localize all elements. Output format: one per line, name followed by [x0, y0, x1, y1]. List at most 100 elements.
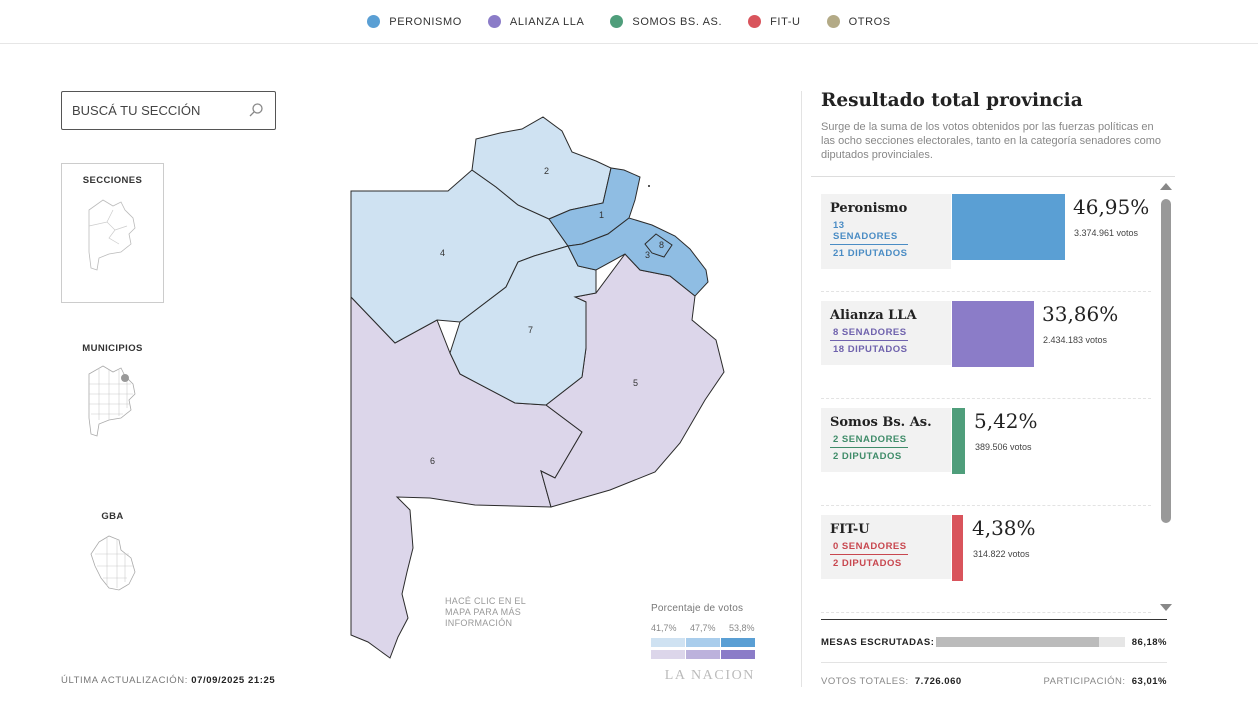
- result-bar: [952, 515, 963, 581]
- scale-tick: 53,8%: [729, 623, 755, 633]
- map-label-5: 5: [633, 378, 638, 388]
- result-row-alianza-lla[interactable]: Alianza LLA 8 SENADORES 18 DIPUTADOS 33,…: [821, 292, 1151, 399]
- legend-dot: [748, 15, 762, 28]
- result-row-peronismo[interactable]: Peronismo 13 SENADORES 21 DIPUTADOS 46,9…: [821, 185, 1151, 292]
- map-island-dot: [648, 185, 650, 187]
- totals-label: VOTOS TOTALES:: [821, 676, 909, 687]
- legend-item-otros[interactable]: OTROS: [826, 15, 891, 28]
- municipios-thumbnail-icon: [88, 365, 135, 437]
- search-icon[interactable]: [248, 102, 264, 118]
- mesas-value: 86,18%: [1131, 637, 1167, 648]
- section-search: [61, 91, 276, 130]
- view-label: GBA: [101, 511, 124, 522]
- diputados-count: 2 DIPUTADOS: [833, 558, 902, 569]
- legend-label: ALIANZA LLA: [509, 15, 585, 28]
- map-label-1: 1: [599, 210, 604, 220]
- participacion: PARTICIPACIÓN: 63,01%: [1044, 676, 1167, 687]
- result-bar: [952, 194, 1065, 260]
- map-label-3: 3: [645, 250, 650, 260]
- map-label-7: 7: [528, 325, 533, 335]
- mesas-label: MESAS ESCRUTADAS:: [821, 637, 935, 648]
- secciones-thumbnail-icon: [88, 199, 135, 271]
- results-scrollbar[interactable]: [1158, 181, 1174, 615]
- search-input[interactable]: [72, 103, 242, 118]
- map-hint: HACÉ CLIC EN EL MAPA PARA MÁS INFORMACIÓ…: [445, 596, 526, 628]
- scroll-up-arrow-icon[interactable]: [1160, 183, 1172, 190]
- legend-item-fitu[interactable]: FIT-U: [748, 15, 801, 28]
- senadores-count: 2 SENADORES: [830, 431, 908, 448]
- scroll-down-arrow-icon[interactable]: [1160, 604, 1172, 611]
- party-name: FIT-U: [830, 522, 870, 537]
- senadores-count: 13 SENADORES: [830, 217, 908, 245]
- scale-step: [721, 638, 755, 647]
- party-card: FIT-U 0 SENADORES 2 DIPUTADOS: [821, 515, 951, 579]
- legend-item-peronismo[interactable]: PERONISMO: [367, 15, 462, 28]
- legend-dot: [610, 15, 624, 28]
- party-name: Alianza LLA: [830, 308, 917, 323]
- map-label-8: 8: [659, 240, 664, 250]
- scale-step: [721, 650, 755, 659]
- view-label: SECCIONES: [82, 175, 143, 186]
- result-votes: 2.434.183 votos: [1043, 335, 1108, 345]
- scale-ticks: 41,7% 47,7% 53,8%: [651, 623, 755, 635]
- vote-percentage-scale: Porcentaje de votos 41,7% 47,7% 53,8% LA…: [651, 603, 755, 684]
- result-percentage: 5,42%: [974, 409, 1038, 433]
- senadores-count: 0 SENADORES: [830, 538, 908, 555]
- map-label-2: 2: [544, 166, 549, 176]
- party-card: Somos Bs. As. 2 SENADORES 2 DIPUTADOS: [821, 408, 951, 472]
- map-section-7[interactable]: [449, 245, 597, 406]
- result-votes: 314.822 votos: [973, 549, 1030, 559]
- last-update-label: ÚLTIMA ACTUALIZACIÓN:: [61, 675, 188, 686]
- diputados-count: 21 DIPUTADOS: [833, 248, 908, 259]
- last-update-value: 07/09/2025 21:25: [191, 675, 276, 686]
- map-section-2[interactable]: [471, 116, 612, 220]
- panel-divider: [801, 91, 802, 687]
- result-percentage: 4,38%: [972, 516, 1036, 540]
- legend-dot: [826, 15, 840, 28]
- scale-step: [651, 638, 685, 647]
- participacion-label: PARTICIPACIÓN:: [1043, 676, 1126, 687]
- legend-label: FIT-U: [770, 15, 801, 28]
- map-label-6: 6: [430, 456, 435, 466]
- scale-title: Porcentaje de votos: [651, 603, 744, 614]
- brand-logo: LA NACION: [664, 668, 755, 683]
- participacion-value: 63,01%: [1131, 676, 1167, 687]
- scale-step: [686, 650, 720, 659]
- legend-item-alianza-lla[interactable]: ALIANZA LLA: [487, 15, 585, 28]
- view-municipios[interactable]: MUNICIPIOS: [61, 332, 164, 440]
- mesas-rule: [821, 619, 1167, 620]
- scale-row-purple: [651, 650, 755, 659]
- result-percentage: 46,95%: [1073, 195, 1150, 219]
- totals-value: 7.726.060: [914, 676, 962, 687]
- legend-dot: [487, 15, 501, 28]
- votos-totales: VOTOS TOTALES: 7.726.060: [821, 676, 962, 687]
- party-legend: PERONISMO ALIANZA LLA SOMOS BS. AS. FIT-…: [0, 0, 1258, 44]
- result-votes: 3.374.961 votos: [1074, 228, 1139, 238]
- map-label-4: 4: [440, 248, 445, 258]
- legend-label: OTROS: [848, 15, 891, 28]
- diputados-count: 2 DIPUTADOS: [833, 451, 902, 462]
- senadores-count: 8 SENADORES: [830, 324, 908, 341]
- view-gba[interactable]: GBA: [61, 500, 164, 596]
- result-row-fitu[interactable]: FIT-U 0 SENADORES 2 DIPUTADOS 4,38% 314.…: [821, 506, 1151, 613]
- diputados-count: 18 DIPUTADOS: [833, 344, 908, 355]
- map-section-3[interactable]: [567, 217, 709, 297]
- scale-tick: 41,7%: [651, 623, 677, 633]
- result-bar: [952, 301, 1034, 367]
- legend-item-somos[interactable]: SOMOS BS. AS.: [610, 15, 722, 28]
- mesas-progress-fill: [936, 637, 1099, 647]
- party-card: Alianza LLA 8 SENADORES 18 DIPUTADOS: [821, 301, 951, 365]
- result-row-somos[interactable]: Somos Bs. As. 2 SENADORES 2 DIPUTADOS 5,…: [821, 399, 1151, 506]
- legend-dot: [367, 15, 381, 28]
- party-card: Peronismo 13 SENADORES 21 DIPUTADOS: [821, 194, 951, 269]
- party-name: Peronismo: [830, 201, 908, 216]
- gba-thumbnail-icon: [90, 535, 135, 591]
- panel-rule: [811, 176, 1175, 177]
- view-secciones[interactable]: SECCIONES: [61, 163, 164, 303]
- bottom-rule: [821, 662, 1167, 663]
- scale-row-blue: [651, 638, 755, 647]
- scroll-thumb[interactable]: [1161, 199, 1171, 523]
- map-section-8[interactable]: [644, 233, 673, 258]
- province-map: 1 2 3 4 5 6 7 8: [350, 116, 725, 659]
- scale-step: [686, 638, 720, 647]
